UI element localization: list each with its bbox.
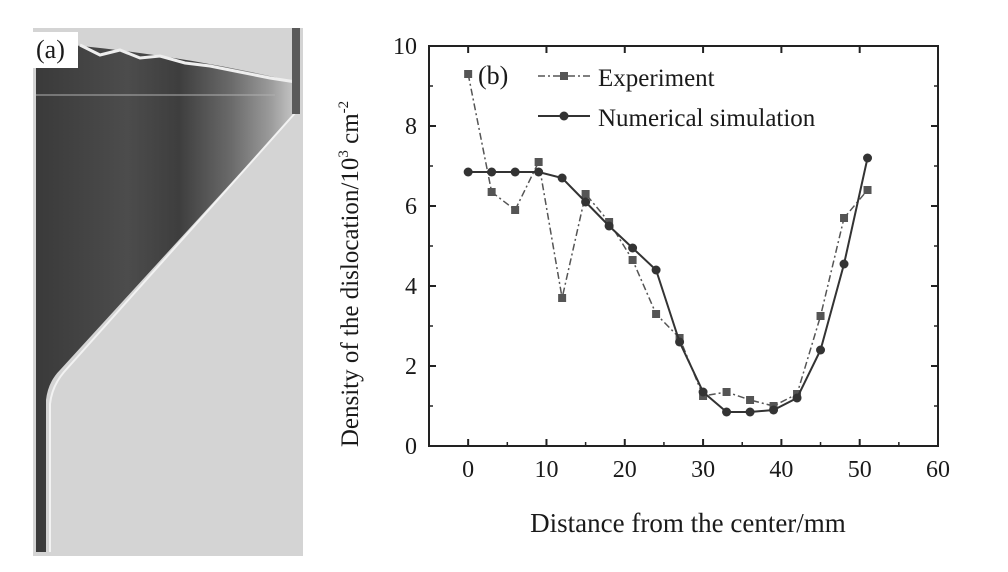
data-point-experiment — [840, 214, 849, 222]
data-point-experiment — [863, 186, 872, 194]
panel-a-label: (a) — [36, 35, 65, 64]
x-tick-label: 50 — [848, 457, 872, 483]
y-tick-label: 8 — [405, 114, 417, 140]
tick-layer: 0 10 20 30 40 50 60 0 2 4 6 8 10 — [393, 34, 950, 483]
data-point-simulation — [557, 173, 567, 183]
data-point-simulation — [769, 405, 779, 415]
panel-a-cross-section: (a) — [32, 28, 303, 556]
y-tick-label: 10 — [393, 34, 417, 60]
series-layer — [463, 70, 873, 417]
data-point-simulation — [816, 345, 826, 355]
data-point-simulation — [863, 153, 873, 163]
panel-a-label-box — [32, 32, 78, 68]
data-point-simulation — [839, 259, 849, 269]
panel-a-right-edge — [292, 28, 300, 114]
legend-marker-simulation — [559, 111, 569, 121]
panel-b-label: (b) — [478, 61, 508, 90]
data-point-experiment — [652, 310, 661, 318]
panel-a-surface-profile — [79, 43, 297, 84]
data-point-experiment — [722, 388, 731, 396]
data-point-experiment — [487, 188, 496, 196]
data-point-simulation — [604, 221, 614, 231]
panel-a-dark-region — [36, 42, 296, 552]
legend-label-experiment: Experiment — [598, 65, 715, 92]
data-point-simulation — [651, 265, 661, 275]
data-point-simulation — [628, 243, 638, 253]
legend-label-simulation: Numerical simulation — [598, 105, 816, 132]
data-point-simulation — [675, 337, 685, 347]
x-tick-label: 10 — [534, 457, 558, 483]
y-axis-label-sup2: -2 — [336, 101, 352, 114]
x-tick-label: 60 — [926, 457, 950, 483]
y-tick-label: 6 — [405, 194, 417, 220]
data-point-simulation — [534, 167, 544, 177]
legend: Experiment Numerical simulation — [538, 65, 816, 132]
data-point-simulation — [745, 407, 755, 417]
y-tick-label: 4 — [405, 274, 417, 300]
y-tick-label: 2 — [405, 354, 417, 380]
x-tick-label: 0 — [462, 457, 474, 483]
series-line-experiment — [467, 73, 869, 407]
x-axis-label: Distance from the center/mm — [530, 508, 846, 538]
series-line-simulation — [468, 157, 869, 413]
x-tick-label: 40 — [769, 457, 793, 483]
data-point-simulation — [698, 387, 708, 397]
plot-frame — [428, 45, 939, 447]
data-point-simulation — [722, 407, 732, 417]
data-point-simulation — [510, 167, 520, 177]
y-axis-label: Density of the dislocation/103 cm-2 — [336, 101, 364, 447]
data-point-simulation — [581, 197, 591, 207]
data-point-experiment — [558, 294, 567, 302]
x-tick-label: 30 — [691, 457, 715, 483]
panel-a-boundary-line — [49, 111, 297, 552]
data-point-experiment — [511, 206, 520, 214]
data-point-experiment — [746, 396, 755, 404]
x-tick-label: 20 — [613, 457, 637, 483]
data-point-experiment — [581, 190, 590, 198]
data-point-experiment — [464, 70, 473, 78]
data-point-experiment — [816, 312, 825, 320]
data-point-experiment — [534, 158, 543, 166]
data-point-simulation — [463, 167, 473, 177]
y-axis-label-sup1: 3 — [336, 150, 352, 158]
data-point-simulation — [487, 167, 497, 177]
legend-marker-experiment — [560, 72, 568, 80]
y-tick-label: 0 — [405, 434, 417, 460]
data-point-experiment — [628, 256, 637, 264]
data-point-simulation — [792, 393, 802, 403]
y-axis-label-main: Density of the dislocation/10 — [337, 158, 364, 448]
y-axis-label-unit: cm — [337, 113, 364, 150]
